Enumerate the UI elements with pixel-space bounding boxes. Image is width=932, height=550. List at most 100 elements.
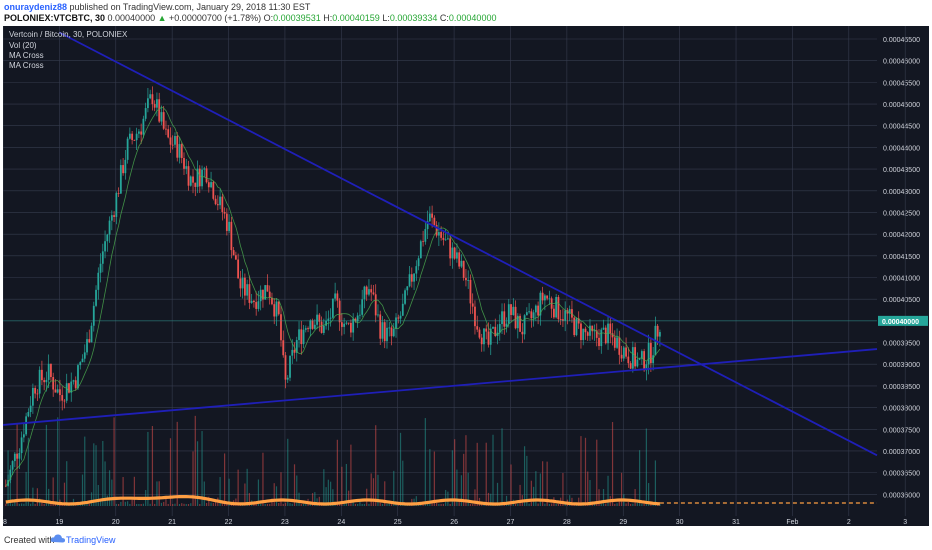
legend-volume[interactable]: Vol (20) xyxy=(9,41,37,50)
candle-body xyxy=(550,298,553,309)
volume-bar xyxy=(219,477,221,506)
volume-bar xyxy=(169,438,172,506)
candle-body xyxy=(604,327,607,344)
candle-body xyxy=(419,241,422,259)
candle-body xyxy=(390,327,393,337)
volume-bar xyxy=(291,503,293,506)
volume-bar xyxy=(226,503,228,506)
candle-body xyxy=(647,342,650,365)
candle-body xyxy=(424,229,427,242)
volume-bar xyxy=(212,502,214,506)
candle-body xyxy=(264,285,267,300)
candle-body xyxy=(397,317,400,319)
volume-bar xyxy=(537,503,539,506)
tradingview-cloud-icon[interactable] xyxy=(50,533,66,544)
y-tick-label: 0.00039000 xyxy=(883,362,920,369)
chart-area[interactable]: 0.00046500 0.00046000 0.00045500 0.00045000… xyxy=(3,26,929,526)
legend-ma-cross-2[interactable]: MA Cross xyxy=(9,61,44,70)
candle-body xyxy=(262,289,264,300)
volume-bar xyxy=(393,470,395,506)
candle-body xyxy=(607,323,609,344)
candle-body xyxy=(43,380,46,383)
candle-body xyxy=(458,252,461,267)
candle-body xyxy=(216,204,219,206)
candle-body xyxy=(275,301,278,317)
tradingview-brand-link[interactable]: TradingView xyxy=(66,535,116,545)
candle-body xyxy=(539,292,542,316)
volume-bar xyxy=(108,470,111,506)
candle-body xyxy=(656,325,659,337)
volume-bar xyxy=(23,503,25,506)
candle-body xyxy=(25,416,28,435)
volume-bar xyxy=(176,421,178,506)
open-value: 0.00039531 xyxy=(273,13,321,23)
candle-body xyxy=(142,118,145,135)
volume-bar xyxy=(190,503,192,506)
candle-body xyxy=(140,131,143,135)
candle-body xyxy=(586,332,589,336)
volume-bar xyxy=(490,493,492,506)
candle-body xyxy=(422,241,424,243)
x-tick-label: 3 xyxy=(903,519,907,526)
ohlc-line: POLONIEX:VTCBTC, 30 0.00040000 ▲ +0.0000… xyxy=(4,13,496,24)
candle-body xyxy=(50,363,52,378)
candle-body xyxy=(302,329,305,345)
volume-bar xyxy=(454,439,456,506)
price-chart[interactable]: 0.00046500 0.00046000 0.00045500 0.00045000… xyxy=(3,26,929,526)
volume-bar xyxy=(57,417,59,506)
candle-body xyxy=(595,330,598,338)
y-tick-label: 0.00041000 xyxy=(883,276,920,283)
volume-bar xyxy=(284,502,287,506)
candle-body xyxy=(494,326,497,337)
volume-bar xyxy=(16,424,18,506)
candle-body xyxy=(74,380,77,389)
candle-body xyxy=(304,328,307,330)
volume-bar xyxy=(605,503,607,506)
candle-body xyxy=(340,322,343,327)
candle-body xyxy=(487,331,490,345)
candle-body xyxy=(426,221,429,230)
volume-bar xyxy=(160,502,163,506)
candle-body xyxy=(361,299,364,315)
candle-body xyxy=(268,291,271,298)
candle-body xyxy=(300,329,303,345)
volume-bar xyxy=(248,493,251,506)
volume-bar xyxy=(79,503,81,506)
volume-bar xyxy=(659,504,661,506)
y-tick-label: 0.00037500 xyxy=(883,427,920,434)
candle-body xyxy=(131,133,134,140)
x-tick-label: 27 xyxy=(507,519,515,526)
volume-bar xyxy=(384,481,386,506)
candle-body xyxy=(593,330,596,332)
candle-body xyxy=(478,329,481,338)
candle-body xyxy=(316,314,318,325)
volume-bar xyxy=(652,503,654,506)
candle-body xyxy=(307,328,309,330)
candle-body xyxy=(368,289,370,295)
candle-body xyxy=(546,295,549,299)
volume-bar xyxy=(325,487,327,506)
volume-bar xyxy=(84,436,86,506)
volume-bar xyxy=(117,503,120,506)
x-tick-label: 2 xyxy=(847,519,851,526)
candle-body xyxy=(54,389,57,393)
volume-bar xyxy=(587,471,589,506)
candle-body xyxy=(462,260,465,278)
candle-body xyxy=(183,158,185,169)
volume-bar xyxy=(264,503,266,506)
volume-bar xyxy=(544,503,546,506)
volume-bar xyxy=(18,503,20,506)
candle-body xyxy=(108,220,111,235)
volume-bar xyxy=(149,503,151,506)
candle-body xyxy=(92,305,95,326)
author-link[interactable]: onuraydeniz88 xyxy=(4,2,68,12)
candle-body xyxy=(444,239,447,241)
legend-ma-cross-1[interactable]: MA Cross xyxy=(9,51,44,60)
y-tick-label: 0.00041500 xyxy=(883,254,920,261)
candle-body xyxy=(532,312,535,319)
volume-bar xyxy=(476,442,478,506)
candle-body xyxy=(365,286,368,295)
volume-bar xyxy=(224,453,226,506)
candle-body xyxy=(359,314,361,316)
y-tick-label: 0.00046000 xyxy=(883,59,920,66)
